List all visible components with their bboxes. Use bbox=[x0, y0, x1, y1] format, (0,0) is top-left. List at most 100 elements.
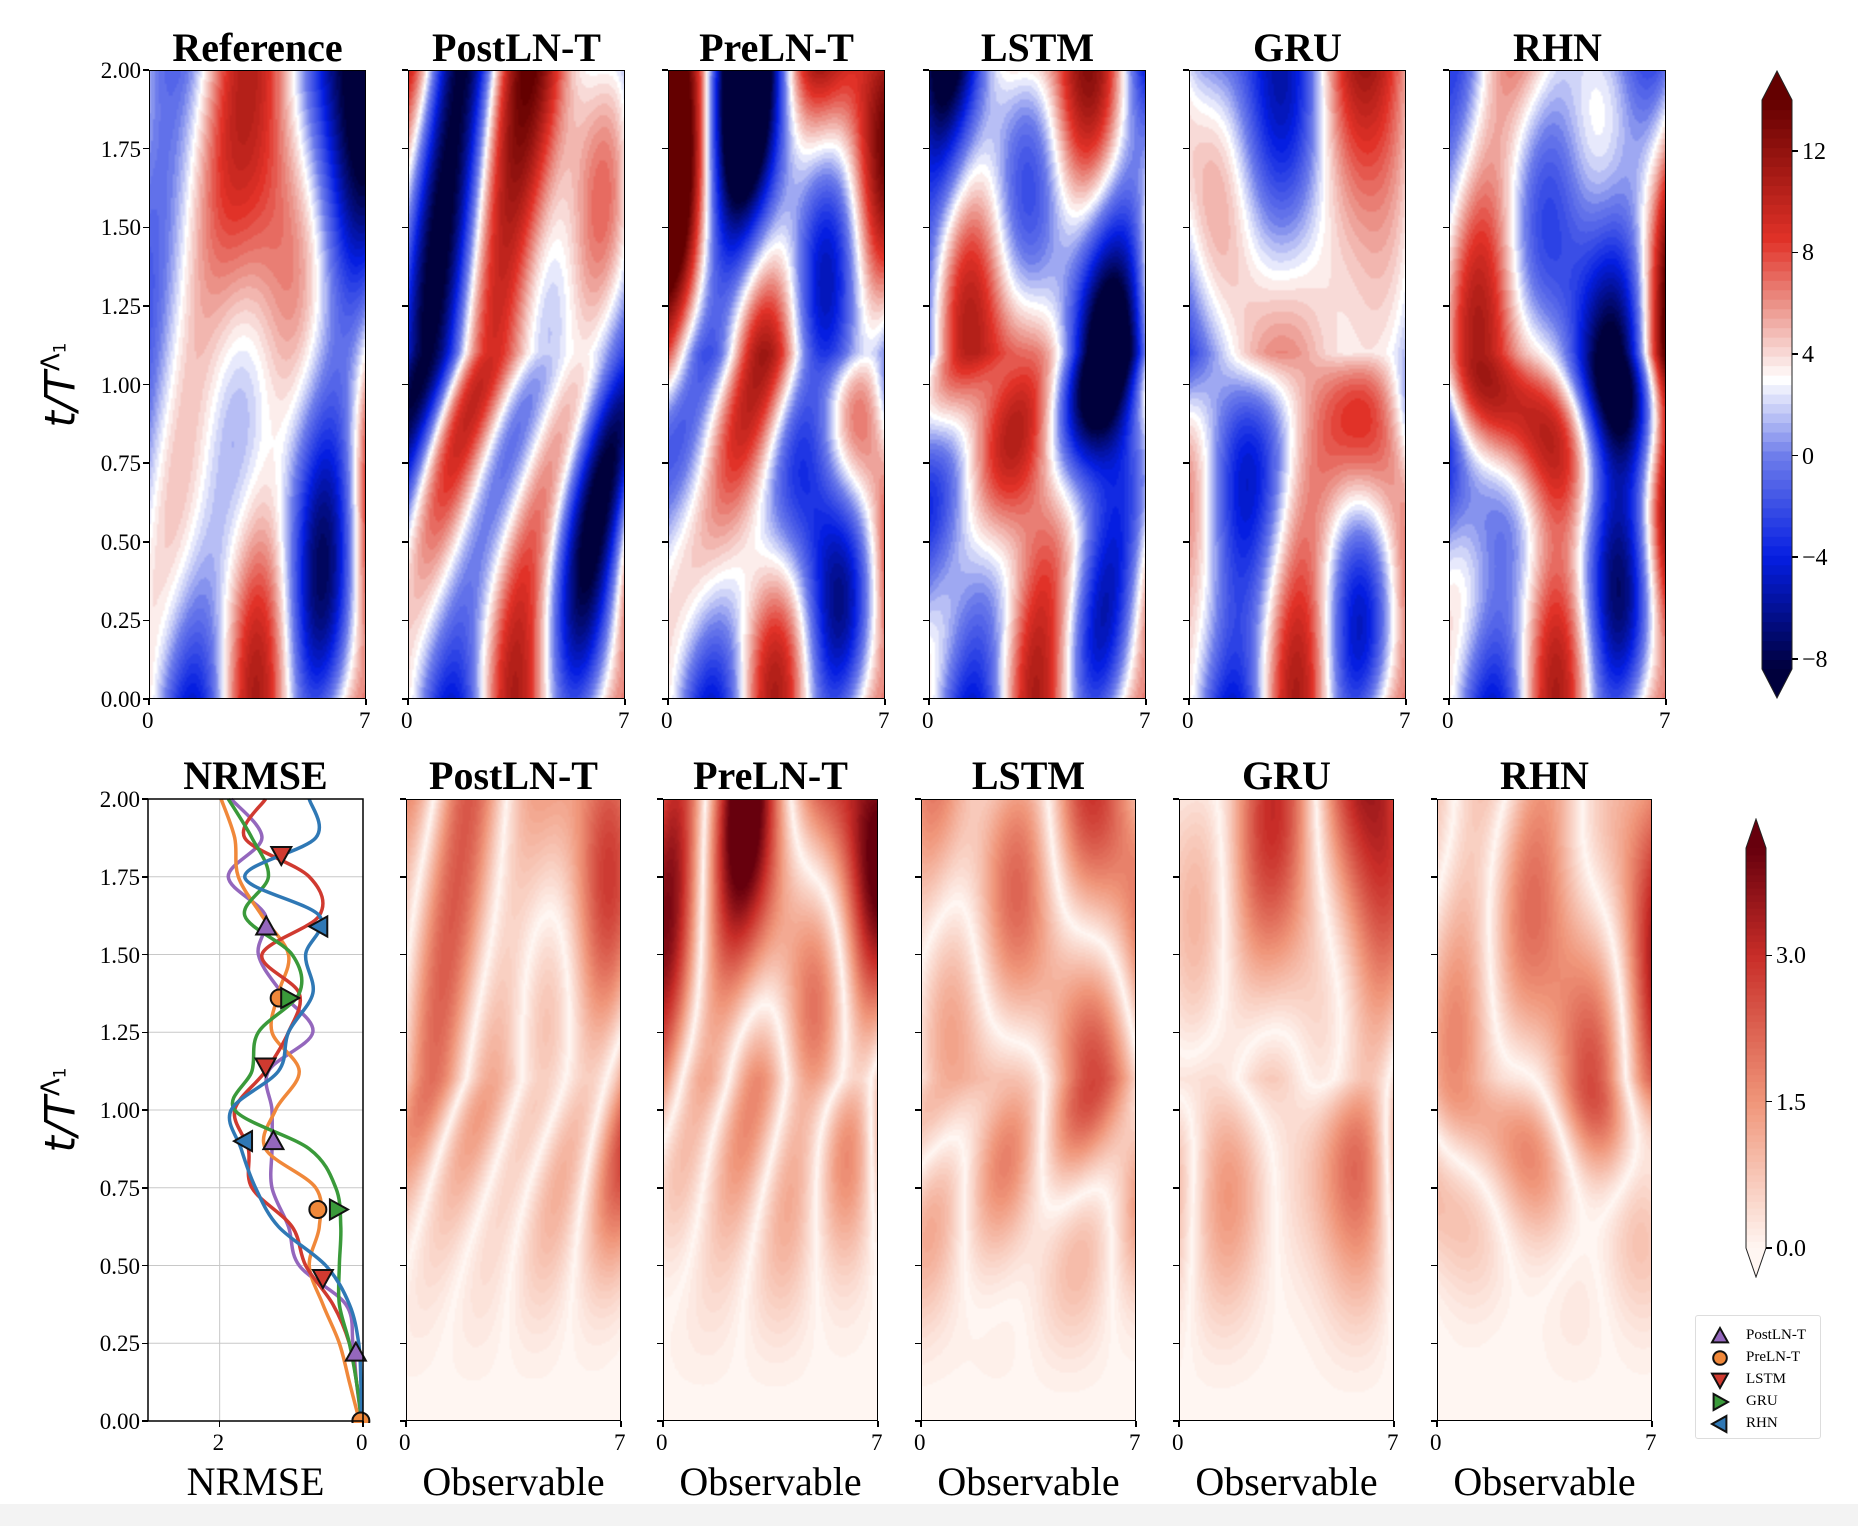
colorbar-segment bbox=[1762, 479, 1792, 490]
y-tick-mark bbox=[915, 798, 921, 800]
y-tick-mark bbox=[1443, 305, 1449, 307]
x-tick-label: 0 bbox=[1430, 1430, 1442, 1455]
y-tick-mark bbox=[1183, 383, 1189, 386]
colorbar-segment bbox=[1746, 1228, 1766, 1236]
y-tick-mark bbox=[662, 619, 668, 622]
colorbar-segment bbox=[1746, 994, 1766, 1002]
colorbar-segment bbox=[1762, 337, 1792, 348]
y-tick-mark bbox=[923, 147, 929, 150]
heatmap-canvas bbox=[1189, 70, 1406, 699]
x-tick-label: 7 bbox=[1387, 1430, 1399, 1455]
y-tick-mark bbox=[1183, 69, 1189, 71]
colorbar-segment bbox=[1746, 1214, 1766, 1222]
legend-marker-lstm bbox=[1710, 1372, 1730, 1391]
panel-title: GRU bbox=[1253, 25, 1342, 70]
y-axis-label-base: t/T bbox=[35, 1096, 85, 1153]
y-axis-label: t/TΛ1 bbox=[35, 342, 85, 427]
x-tick-mark bbox=[884, 699, 886, 705]
colorbar-segment bbox=[1762, 498, 1792, 509]
y-tick-label: 1.00 bbox=[100, 372, 141, 398]
colorbar-segment bbox=[1762, 517, 1792, 528]
x-tick-mark bbox=[877, 1421, 879, 1427]
colorbar-segment bbox=[1746, 1068, 1766, 1076]
panel-title: NRMSE bbox=[183, 753, 328, 798]
colorbar-segment bbox=[1746, 1174, 1766, 1182]
y-tick-mark bbox=[657, 1264, 663, 1267]
y-tick-mark bbox=[1173, 1420, 1179, 1422]
nrmse-line-lstm bbox=[234, 799, 361, 1421]
colorbar-segment bbox=[1762, 460, 1792, 471]
colorbar-extend-max bbox=[1762, 71, 1792, 100]
heatmap-panel-lstm bbox=[929, 70, 1146, 699]
colorbar-segment bbox=[1746, 921, 1766, 929]
colorbar-segment bbox=[1746, 1154, 1766, 1162]
error-heatmap-canvas bbox=[921, 799, 1136, 1421]
heatmap-canvas bbox=[149, 70, 366, 699]
y-tick-mark bbox=[1443, 383, 1449, 386]
nrmse-marker-lstm bbox=[271, 847, 291, 865]
colorbar-segment bbox=[1762, 450, 1792, 461]
nrmse-marker-postln-t bbox=[263, 1131, 283, 1149]
heatmap-panel-gru bbox=[1189, 70, 1406, 699]
colorbar-segment bbox=[1746, 1194, 1766, 1202]
y-tick-mark bbox=[143, 541, 149, 543]
y-tick-mark bbox=[1173, 798, 1179, 800]
x-tick-label: 7 bbox=[1645, 1430, 1657, 1455]
colorbar-tick-label: 4 bbox=[1802, 342, 1814, 369]
x-tick-mark bbox=[148, 699, 150, 705]
x-tick-label: 0 bbox=[1442, 708, 1454, 733]
heatmap-canvas bbox=[668, 70, 885, 699]
y-axis-label-base: t/T bbox=[35, 370, 85, 427]
colorbar-segment bbox=[1746, 1221, 1766, 1229]
x-tick-mark bbox=[407, 699, 409, 705]
colorbar-segment bbox=[1746, 974, 1766, 982]
y-tick-mark bbox=[400, 1420, 406, 1422]
legend-item: PreLN-T bbox=[1696, 1346, 1820, 1368]
y-tick-label: 1.50 bbox=[99, 942, 140, 968]
legend-marker-icon bbox=[1709, 1414, 1728, 1434]
nrmse-line-gru bbox=[228, 799, 361, 1421]
legend-item: RHN bbox=[1696, 1412, 1820, 1434]
x-tick-mark bbox=[1665, 699, 1667, 705]
y-tick-mark bbox=[657, 876, 663, 878]
colorbar-segment bbox=[1762, 156, 1792, 167]
colorbar-tick-mark bbox=[1792, 353, 1798, 355]
nrmse-line-preln-t bbox=[221, 799, 359, 1421]
y-tick-mark bbox=[923, 698, 929, 700]
colorbar-segment bbox=[1746, 1088, 1766, 1096]
nrmse-marker-postln-t bbox=[346, 1343, 366, 1361]
colorbar-segment bbox=[1746, 894, 1766, 902]
y-tick-mark bbox=[1431, 1187, 1437, 1189]
colorbar-segment bbox=[1746, 1008, 1766, 1016]
colorbar-tick-label: 3.0 bbox=[1776, 943, 1806, 970]
y-tick-mark bbox=[657, 1420, 663, 1422]
colorbar-tick-label: 0 bbox=[1802, 443, 1814, 470]
y-tick-mark bbox=[662, 383, 668, 386]
colorbar-segment bbox=[1762, 536, 1792, 547]
colorbar-segment bbox=[1762, 280, 1792, 291]
colorbar-segment bbox=[1762, 564, 1792, 575]
y-tick-mark bbox=[1431, 1109, 1437, 1111]
colorbar-segment bbox=[1746, 901, 1766, 909]
legend-label: GRU bbox=[1746, 1393, 1778, 1409]
error-panel-postln-t bbox=[406, 799, 621, 1421]
y-tick-label: 0.00 bbox=[99, 1409, 140, 1434]
y-tick-mark bbox=[1183, 698, 1189, 700]
y-tick-label: 1.25 bbox=[99, 1020, 140, 1046]
colorbar-segment bbox=[1762, 100, 1792, 111]
y-tick-mark bbox=[915, 1187, 921, 1189]
y-axis-label-sup-text: Λ bbox=[36, 1078, 67, 1097]
colorbar-segment bbox=[1762, 412, 1792, 424]
x-tick-mark bbox=[1448, 699, 1450, 705]
legend-marker-icon bbox=[1712, 1392, 1731, 1412]
x-tick-mark bbox=[920, 1421, 922, 1427]
panel-title: GRU bbox=[1242, 753, 1331, 798]
y-tick-mark bbox=[142, 1420, 148, 1422]
colorbar-segment bbox=[1762, 327, 1792, 338]
x-tick-label: 0 bbox=[401, 708, 413, 733]
y-tick-mark bbox=[402, 619, 408, 622]
colorbar-segment bbox=[1746, 1141, 1766, 1149]
y-tick-mark bbox=[143, 383, 149, 386]
panel-title: PreLN-T bbox=[693, 753, 848, 798]
y-tick-label: 1.75 bbox=[99, 864, 140, 890]
